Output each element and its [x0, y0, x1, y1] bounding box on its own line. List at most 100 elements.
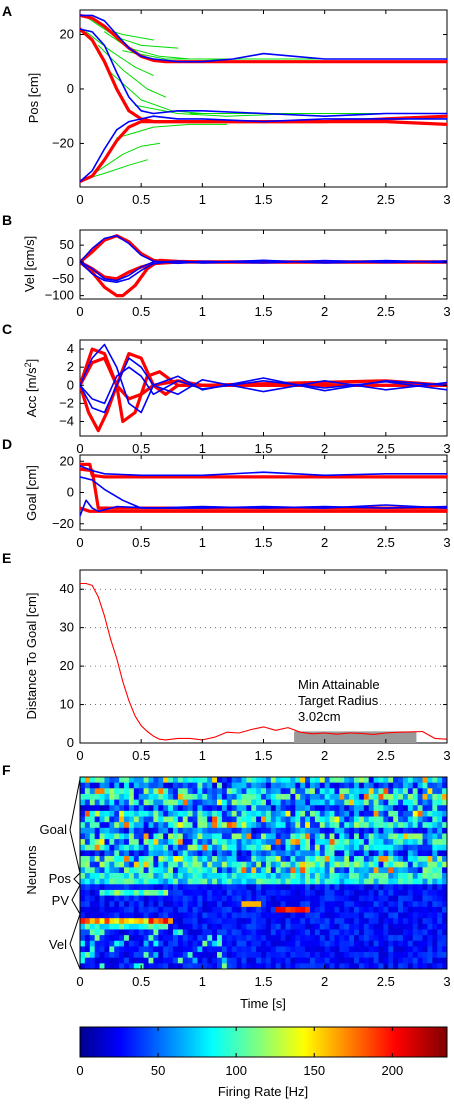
heatmap-cell: [212, 850, 218, 857]
heatmap-cell: [432, 793, 438, 800]
heatmap-cell: [128, 856, 135, 863]
heatmap-cell: [109, 952, 115, 959]
heatmap-cell: [221, 810, 228, 817]
heatmap-cell: [177, 912, 184, 919]
heatmap-cell: [319, 827, 326, 834]
axes-frame: [79, 229, 448, 300]
heatmap-cell: [280, 963, 286, 970]
heatmap-cell: [334, 923, 340, 930]
heatmap-cell: [349, 935, 355, 942]
heatmap-cell: [138, 873, 145, 880]
vel-bracket: [69, 913, 81, 970]
y-tick-label: 4: [67, 341, 74, 356]
heatmap-cell: [109, 895, 115, 902]
heatmap-cell: [226, 940, 233, 947]
heatmap-cell: [373, 810, 379, 817]
heatmap-cell: [324, 895, 330, 902]
heatmap-cell: [437, 788, 443, 795]
heatmap-cell: [163, 867, 169, 874]
heatmap-cell: [84, 946, 91, 953]
heatmap-cell: [354, 839, 360, 846]
heatmap-cell: [402, 952, 409, 959]
heatmap-cell: [373, 827, 379, 834]
heatmap-cell: [388, 810, 394, 817]
heatmap-cell: [80, 952, 86, 959]
heatmap-cell: [143, 793, 149, 800]
heatmap-cell: [442, 884, 448, 891]
heatmap-cell: [305, 788, 311, 795]
heatmap-cell: [197, 816, 203, 823]
heatmap-cell: [133, 912, 140, 919]
heatmap-cell: [334, 873, 340, 880]
heatmap-cell: [128, 822, 135, 829]
heatmap-cell: [114, 850, 120, 857]
heatmap-cell: [168, 816, 174, 823]
heatmap-cell: [319, 850, 326, 857]
heatmap-cell: [290, 889, 296, 896]
heatmap-cell: [285, 906, 291, 913]
heatmap-cell: [246, 805, 252, 812]
heatmap-cell: [261, 777, 267, 784]
heatmap-cell: [212, 878, 218, 885]
heatmap-cell: [202, 963, 208, 970]
heatmap-cell: [217, 816, 223, 823]
heatmap-cell: [398, 946, 404, 953]
heatmap-cell: [261, 957, 267, 964]
heatmap-cell: [80, 793, 86, 800]
heatmap-cell: [163, 923, 169, 930]
heatmap-cell: [324, 822, 330, 829]
heatmap-cell: [398, 856, 404, 863]
heatmap-cell: [442, 839, 448, 846]
heatmap-cell: [124, 923, 130, 930]
heatmap-cell: [207, 805, 213, 812]
heatmap-cell: [109, 788, 115, 795]
heatmap-cell: [172, 906, 179, 913]
heatmap-cell: [182, 861, 189, 868]
heatmap-cell: [437, 793, 443, 800]
heatmap-cell: [114, 889, 120, 896]
heatmap-cell: [89, 912, 96, 919]
heatmap-cell: [84, 884, 91, 891]
heatmap-cell: [442, 878, 448, 885]
heatmap-cell: [398, 873, 404, 880]
heatmap-cell: [295, 889, 301, 896]
heatmap-cell: [256, 906, 262, 913]
heatmap-cell: [275, 782, 282, 789]
heatmap-cell: [114, 839, 120, 846]
heatmap-cell: [319, 777, 326, 784]
heatmap-cell: [221, 833, 228, 840]
heatmap-cell: [442, 833, 448, 840]
heatmap-cell: [226, 906, 233, 913]
heatmap-cell: [270, 963, 277, 970]
heatmap-cell: [285, 929, 291, 936]
heatmap-cell: [192, 952, 198, 959]
heatmap-cell: [407, 957, 414, 964]
heatmap-cell: [124, 839, 130, 846]
heatmap-cell: [417, 850, 423, 857]
heatmap-cell: [265, 957, 272, 964]
heatmap-cell: [407, 782, 414, 789]
heatmap-cell: [314, 923, 321, 930]
heatmap-cell: [402, 793, 409, 800]
heatmap-cell: [402, 799, 409, 806]
heatmap-cell: [398, 850, 404, 857]
heatmap-cell: [383, 889, 389, 896]
heatmap-cell: [388, 906, 394, 913]
heatmap-cell: [80, 929, 86, 936]
heatmap-cell: [368, 901, 374, 908]
heatmap-cell: [197, 833, 203, 840]
heatmap-cell: [202, 793, 208, 800]
heatmap-cell: [84, 878, 91, 885]
heatmap-cell: [329, 816, 335, 823]
heatmap-cell: [148, 935, 154, 942]
heatmap-cell: [261, 788, 267, 795]
heatmap-cell: [388, 918, 394, 925]
heatmap-cell: [143, 844, 149, 851]
heatmap-cell: [407, 906, 414, 913]
heatmap-cell: [422, 827, 428, 834]
green-series-line: [97, 142, 160, 172]
heatmap-cell: [344, 856, 350, 863]
heatmap-cell: [368, 777, 374, 784]
heatmap-cell: [148, 833, 154, 840]
heatmap-cell: [358, 782, 365, 789]
